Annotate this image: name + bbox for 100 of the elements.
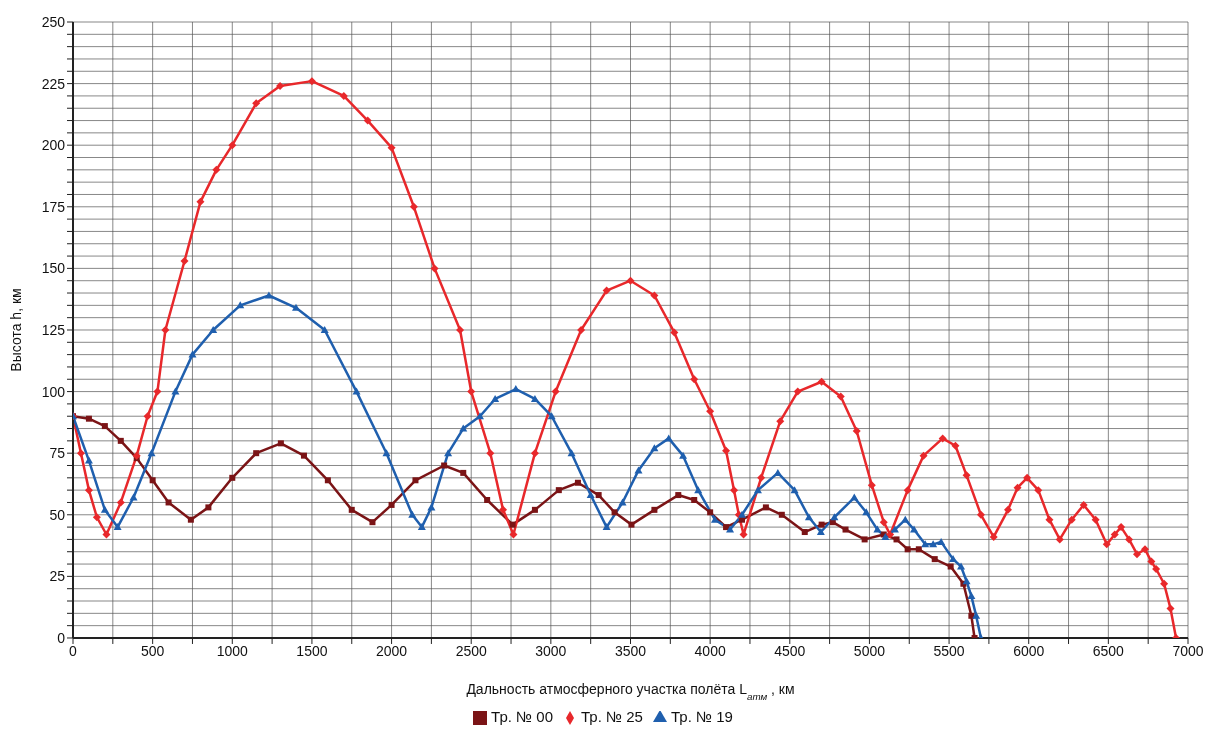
point: [861, 536, 868, 543]
point: [790, 486, 799, 494]
point: [890, 525, 899, 533]
point: [602, 523, 611, 531]
point: [320, 325, 329, 333]
point: [567, 449, 576, 457]
point: [547, 412, 556, 420]
point: [628, 521, 635, 528]
point: [957, 562, 966, 570]
point: [801, 529, 808, 536]
point: [778, 511, 785, 518]
point: [804, 513, 813, 521]
point: [816, 528, 825, 536]
point: [253, 450, 260, 457]
point: [85, 415, 92, 422]
point: [113, 523, 122, 531]
line-series: [73, 413, 978, 638]
point: [830, 513, 839, 521]
point: [762, 504, 769, 511]
x-tick-label: 7000: [1172, 642, 1204, 659]
y-tick-label: 0: [57, 629, 66, 646]
point: [773, 468, 782, 476]
x-tick-label: 5000: [853, 642, 886, 659]
x-tick-label: 5500: [933, 642, 965, 659]
point: [947, 563, 954, 570]
point: [726, 525, 735, 533]
point: [188, 350, 197, 358]
point: [531, 506, 538, 513]
x-tick-label: 4000: [694, 642, 726, 659]
x-tick-label: 2500: [455, 642, 487, 659]
point: [348, 506, 355, 513]
point: [753, 486, 762, 494]
point: [417, 523, 426, 531]
point: [555, 487, 562, 494]
point: [707, 509, 714, 516]
x-tick-label: 6500: [1092, 642, 1125, 659]
point: [444, 449, 453, 457]
y-tick-label: 200: [41, 137, 66, 154]
y-tick-label: 50: [49, 506, 66, 523]
x-tick-label: 4500: [774, 642, 806, 659]
y-tick-label: 75: [49, 445, 66, 462]
point: [723, 524, 730, 531]
point: [460, 469, 467, 476]
point: [229, 474, 236, 481]
point: [277, 440, 284, 447]
point: [650, 444, 659, 452]
point: [300, 452, 307, 459]
point: [691, 496, 698, 503]
point: [972, 611, 981, 619]
point: [967, 592, 976, 600]
point: [901, 515, 910, 523]
y-tick-label: 100: [41, 383, 66, 400]
point: [475, 412, 484, 420]
point: [710, 515, 719, 523]
point: [586, 491, 595, 499]
point: [738, 510, 746, 518]
point: [441, 462, 448, 469]
point: [962, 577, 971, 585]
x-axis-title: Дальность атмосферного участка полёта L$_{атм}$ , км: [466, 680, 795, 702]
point: [937, 537, 946, 545]
point: [491, 394, 500, 402]
point: [84, 456, 93, 464]
point: [484, 496, 491, 503]
point: [369, 519, 376, 526]
y-tick-label: 125: [41, 321, 66, 338]
point: [412, 477, 419, 484]
point: [574, 479, 581, 486]
point: [187, 516, 194, 523]
point: [205, 504, 212, 511]
y-tick-label: 175: [41, 198, 66, 215]
point: [352, 387, 361, 395]
point: [915, 546, 922, 553]
point: [873, 525, 882, 533]
point: [611, 509, 618, 516]
point: [929, 540, 938, 548]
y-tick-label: 250: [41, 13, 66, 30]
point: [931, 556, 938, 563]
x-tick-label: 1000: [216, 642, 249, 659]
y-tick-label: 25: [49, 568, 66, 585]
point: [382, 449, 391, 457]
y-tick-label: 150: [41, 260, 66, 277]
point: [324, 477, 331, 484]
point: [675, 492, 682, 499]
legend-label: Тр. № 00: [491, 707, 554, 725]
point: [117, 437, 124, 444]
y-axis-title: Высота h, км: [7, 288, 24, 372]
x-tick-label: 3500: [614, 642, 647, 659]
point: [100, 505, 109, 513]
x-tick-label: 6000: [1013, 642, 1045, 659]
point: [679, 451, 688, 459]
point: [101, 423, 108, 430]
point: [949, 555, 958, 563]
x-tick-label: 3000: [535, 642, 567, 659]
x-tick-label: 2000: [375, 642, 408, 659]
point: [209, 325, 218, 333]
point: [910, 525, 919, 533]
point: [818, 521, 825, 528]
legend-label: Тр. № 19: [670, 707, 733, 725]
point: [530, 394, 539, 402]
point: [595, 492, 602, 499]
